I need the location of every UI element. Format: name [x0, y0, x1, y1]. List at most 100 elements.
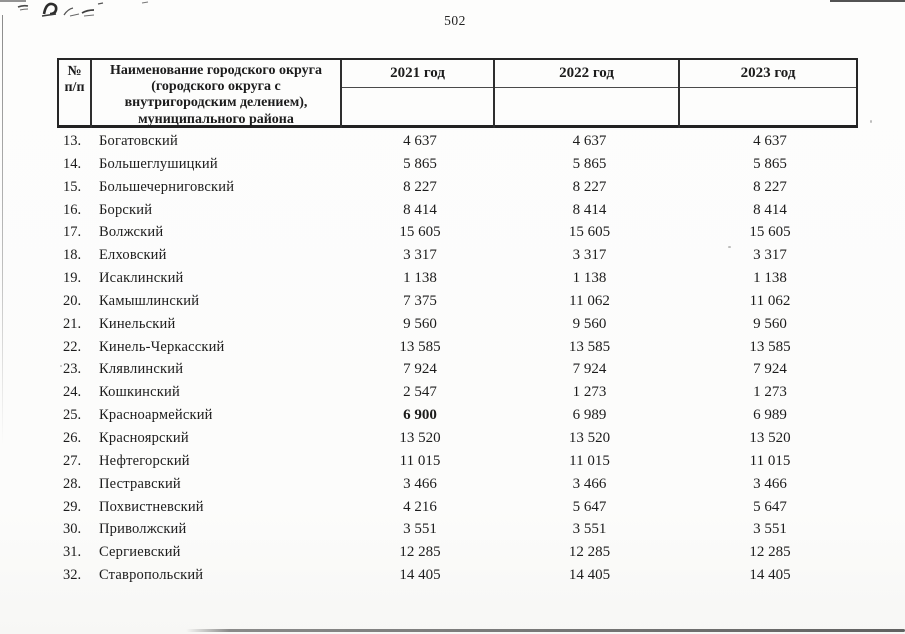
- value-2021: 9 560: [403, 315, 437, 332]
- value-2023: 8 227: [753, 178, 787, 195]
- value-2022: 11 062: [569, 292, 610, 309]
- header-name-line: (городского округа с: [151, 79, 281, 95]
- table-row: 30. Приволжский 3 551 3 551 3 551: [57, 518, 858, 541]
- row-number: 32.: [63, 567, 82, 584]
- row-number: 14.: [63, 155, 82, 172]
- district-name: Нефтегорский: [99, 452, 190, 469]
- header-2023-label: 2023 год: [680, 60, 856, 88]
- value-2022: 13 585: [568, 338, 611, 355]
- district-name: Клявлинский: [99, 361, 184, 378]
- scan-edge-line-top-left: [0, 0, 26, 2]
- value-2023: 5 647: [753, 498, 787, 515]
- value-2021: 13 520: [399, 429, 441, 446]
- scan-speck: [60, 365, 62, 367]
- value-2021: 15 605: [399, 224, 441, 241]
- pencil-scribble-marks: [17, 1, 149, 17]
- value-2022: 5 647: [572, 498, 607, 515]
- value-2023: 13 520: [749, 429, 791, 446]
- scan-edge-line-left: [2, 15, 3, 445]
- table-row: 21. Кинельский 9 560 9 560 9 560: [57, 313, 858, 336]
- value-2023: 8 414: [753, 201, 787, 218]
- value-2022: 14 405: [568, 567, 611, 584]
- row-number: 26.: [63, 429, 82, 446]
- header-cell-number: № п/п: [59, 60, 92, 128]
- district-name: Сергиевский: [99, 544, 181, 561]
- row-number: 19.: [63, 270, 82, 287]
- district-name: Ставропольский: [99, 567, 204, 584]
- table-row: 14. Большеглушицкий 5 865 5 865 5 865: [57, 153, 858, 176]
- district-name: Кинель-Черкасский: [99, 338, 225, 355]
- district-name: Камышлинский: [99, 292, 200, 309]
- row-number: 23.: [63, 361, 82, 378]
- value-2023: 14 405: [749, 567, 791, 584]
- value-2023: 5 865: [753, 155, 787, 172]
- header-name-line: муниципального района: [138, 111, 294, 127]
- district-name: Кошкинский: [99, 384, 180, 401]
- value-2023: 11 062: [749, 292, 791, 309]
- table-row: 23. Клявлинский 7 924 7 924 7 924: [57, 358, 858, 381]
- header-cell-name: Наименование городского округа (городско…: [92, 60, 342, 128]
- district-name: Богатовский: [99, 133, 178, 149]
- scan-speck: [870, 120, 872, 123]
- value-2023: 11 015: [749, 452, 791, 469]
- value-2022: 15 605: [568, 224, 611, 241]
- district-name: Приволжский: [99, 521, 187, 538]
- value-2021: 12 285: [399, 544, 441, 561]
- table-row: 24. Кошкинский 2 547 1 273 1 273: [57, 381, 858, 404]
- district-name: Кинельский: [99, 315, 176, 332]
- value-2023: 6 989: [753, 407, 787, 424]
- value-2022: 3 466: [572, 475, 607, 492]
- table-row: 16. Борский 8 414 8 414 8 414: [57, 199, 858, 222]
- district-name: Большеглушицкий: [99, 155, 218, 172]
- value-2021: 11 015: [399, 452, 441, 469]
- value-2021: 8 227: [403, 178, 437, 195]
- table-row: 32. Ставропольский 14 405 14 405 14 405: [57, 564, 858, 587]
- table-body: 13. Богатовский 4 637 4 637 4 637 14. Бо…: [57, 130, 858, 587]
- table-row: 26. Красноярский 13 520 13 520 13 520: [57, 427, 858, 450]
- value-2022: 1 138: [572, 270, 607, 287]
- value-2021: 14 405: [399, 567, 441, 584]
- row-number: 21.: [63, 315, 82, 332]
- value-2023: 15 605: [749, 224, 791, 241]
- row-number: 31.: [63, 544, 82, 561]
- table-row: 31. Сергиевский 12 285 12 285 12 285: [57, 541, 858, 564]
- district-name: Красноармейский: [99, 407, 213, 424]
- value-2023: 9 560: [753, 315, 787, 332]
- row-number: 25.: [63, 407, 82, 424]
- value-2021: 6 900: [403, 407, 437, 424]
- row-number: 13.: [63, 133, 82, 149]
- value-2023: 3 317: [753, 247, 787, 264]
- header-cell-2021: 2021 год: [342, 60, 495, 128]
- value-2022: 11 015: [569, 452, 610, 469]
- value-2022: 13 520: [568, 429, 611, 446]
- district-name: Борский: [99, 201, 153, 218]
- table-row: 27. Нефтегорский 11 015 11 015 11 015: [57, 450, 858, 473]
- value-2021: 4 216: [403, 498, 437, 515]
- value-2022: 4 637: [572, 133, 607, 149]
- header-cell-2022: 2022 год: [495, 60, 680, 128]
- district-name: Похвистневский: [99, 498, 204, 515]
- row-number: 24.: [63, 384, 82, 401]
- value-2023: 1 273: [753, 384, 787, 401]
- value-2021: 3 551: [403, 521, 437, 538]
- value-2021: 5 865: [403, 155, 437, 172]
- value-2021: 2 547: [403, 384, 437, 401]
- row-number: 16.: [63, 201, 82, 218]
- table-row: 15. Большечерниговский 8 227 8 227 8 227: [57, 176, 858, 199]
- row-number: 18.: [63, 247, 82, 264]
- value-2022: 3 551: [572, 521, 607, 538]
- value-2022: 8 414: [572, 201, 607, 218]
- data-table: № п/п Наименование городского округа (го…: [57, 58, 858, 583]
- district-name: Елховский: [99, 247, 167, 264]
- district-name: Исаклинский: [99, 270, 184, 287]
- row-number: 28.: [63, 475, 82, 492]
- page-number: 502: [444, 13, 466, 28]
- value-2021: 4 637: [403, 133, 437, 149]
- scan-speck: [728, 246, 731, 248]
- value-2022: 3 317: [572, 247, 607, 264]
- value-2022: 5 865: [572, 155, 607, 172]
- value-2021: 3 317: [403, 247, 437, 264]
- table-row: 28. Пестравский 3 466 3 466 3 466: [57, 473, 858, 496]
- value-2022: 8 227: [572, 178, 607, 195]
